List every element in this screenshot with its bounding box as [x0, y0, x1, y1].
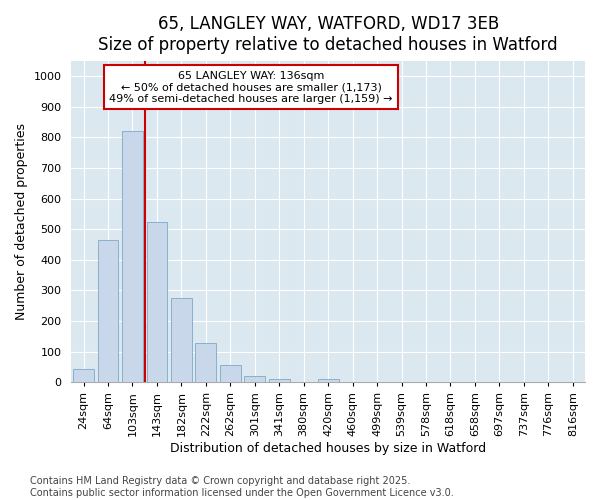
Bar — [171, 298, 192, 382]
Bar — [318, 379, 338, 382]
Bar — [244, 376, 265, 382]
Text: 65 LANGLEY WAY: 136sqm
← 50% of detached houses are smaller (1,173)
49% of semi-: 65 LANGLEY WAY: 136sqm ← 50% of detached… — [109, 70, 393, 104]
Bar — [146, 222, 167, 382]
Bar — [73, 368, 94, 382]
Title: 65, LANGLEY WAY, WATFORD, WD17 3EB
Size of property relative to detached houses : 65, LANGLEY WAY, WATFORD, WD17 3EB Size … — [98, 15, 558, 54]
X-axis label: Distribution of detached houses by size in Watford: Distribution of detached houses by size … — [170, 442, 486, 455]
Bar — [122, 132, 143, 382]
Bar — [269, 379, 290, 382]
Bar — [220, 366, 241, 382]
Y-axis label: Number of detached properties: Number of detached properties — [15, 123, 28, 320]
Bar — [98, 240, 118, 382]
Text: Contains HM Land Registry data © Crown copyright and database right 2025.
Contai: Contains HM Land Registry data © Crown c… — [30, 476, 454, 498]
Bar — [196, 342, 216, 382]
